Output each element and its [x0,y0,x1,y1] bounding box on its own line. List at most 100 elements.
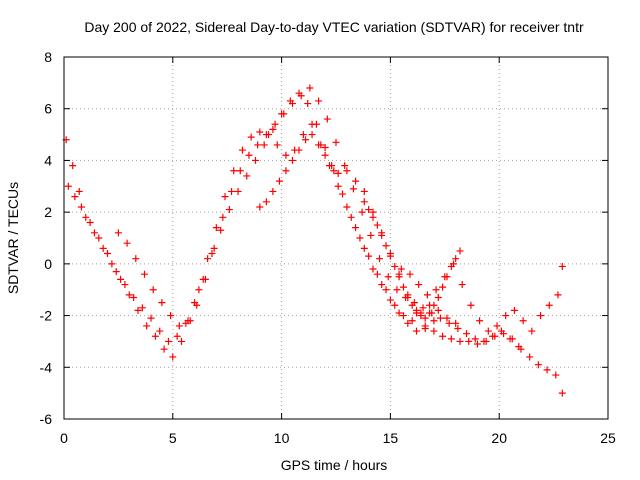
y-tick-labels: -6 -4 -2 0 2 4 6 8 [40,49,53,427]
data-point [295,146,303,154]
series-sat-track-1 [64,89,460,345]
data-point [500,330,508,338]
data-point [491,332,499,340]
data-point [138,304,146,312]
data-point [208,250,216,258]
data-point [482,337,490,345]
y-tick-label: 0 [44,256,52,272]
data-point [341,162,349,170]
data-point [430,327,438,335]
y-tick-label: 2 [44,204,52,220]
data-point [147,314,155,322]
series-sat-track-7 [256,131,342,211]
data-point [471,335,479,343]
data-point [465,337,473,345]
chart-title: Day 200 of 2022, Sidereal Day-to-day VTE… [84,19,584,35]
data-point [537,312,545,320]
data-point [456,247,464,255]
data-point [282,167,290,175]
data-point [280,110,288,118]
data-point [358,208,366,216]
data-point [167,312,175,320]
data-point [443,273,451,281]
data-point [417,312,425,320]
data-point [297,92,305,100]
data-point [288,156,296,164]
data-point [519,317,527,325]
y-axis-label: SDTVAR / TECUs [5,182,21,294]
data-point [121,281,129,289]
grid [64,57,608,419]
y-tick-label: 6 [44,101,52,117]
data-point [397,265,405,273]
data-point [406,270,414,278]
data-point [332,138,340,146]
data-point [178,337,186,345]
axis-ticks [63,56,609,420]
data-point [373,270,381,278]
data-point [356,234,364,242]
data-point [288,100,296,108]
data-point [528,327,536,335]
data-point [219,213,227,221]
series-sat-track-2 [62,120,438,361]
data-point [413,309,421,317]
data-point [330,167,338,175]
data-point [378,281,386,289]
data-point [328,162,336,170]
data-point [382,242,390,250]
data-point [473,340,481,348]
data-point [112,268,120,276]
data-point [175,322,183,330]
data-point [230,167,238,175]
data-point [273,141,281,149]
data-point [439,283,447,291]
data-point [439,332,447,340]
x-tick-label: 15 [383,430,399,446]
data-point [369,265,377,273]
data-point [193,301,201,309]
data-point [334,169,342,177]
data-point [254,141,262,149]
data-point [360,187,368,195]
data-point [452,255,460,263]
data-point [269,125,277,133]
data-point [545,301,553,309]
data-point [360,244,368,252]
data-point [399,283,407,291]
data-point [447,262,455,270]
data-point [158,299,166,307]
data-point [378,231,386,239]
data-point [228,187,236,195]
data-point [262,131,270,139]
data-point [517,345,525,353]
data-point [75,187,83,195]
data-point [408,301,416,309]
data-point [86,218,94,226]
data-point [256,203,264,211]
data-point [349,185,357,193]
data-point [299,131,307,139]
series-sat-track-6 [360,198,464,322]
data-point [434,306,442,314]
data-point [452,319,460,327]
data-point [347,213,355,221]
data-point [123,239,131,247]
data-point [476,317,484,325]
data-point [125,291,133,299]
data-point [308,131,316,139]
data-point [315,141,323,149]
data-point [321,151,329,159]
data-point [304,100,312,108]
data-point [275,177,283,185]
data-point [510,306,518,314]
y-tick-label: -6 [40,411,53,427]
data-point [434,293,442,301]
y-tick-label: -4 [40,359,53,375]
data-point [306,84,314,92]
data-point [221,193,229,201]
data-point [360,198,368,206]
x-tick-label: 20 [491,430,507,446]
y-tick-label: 8 [44,49,52,65]
x-tick-label: 25 [600,430,616,446]
